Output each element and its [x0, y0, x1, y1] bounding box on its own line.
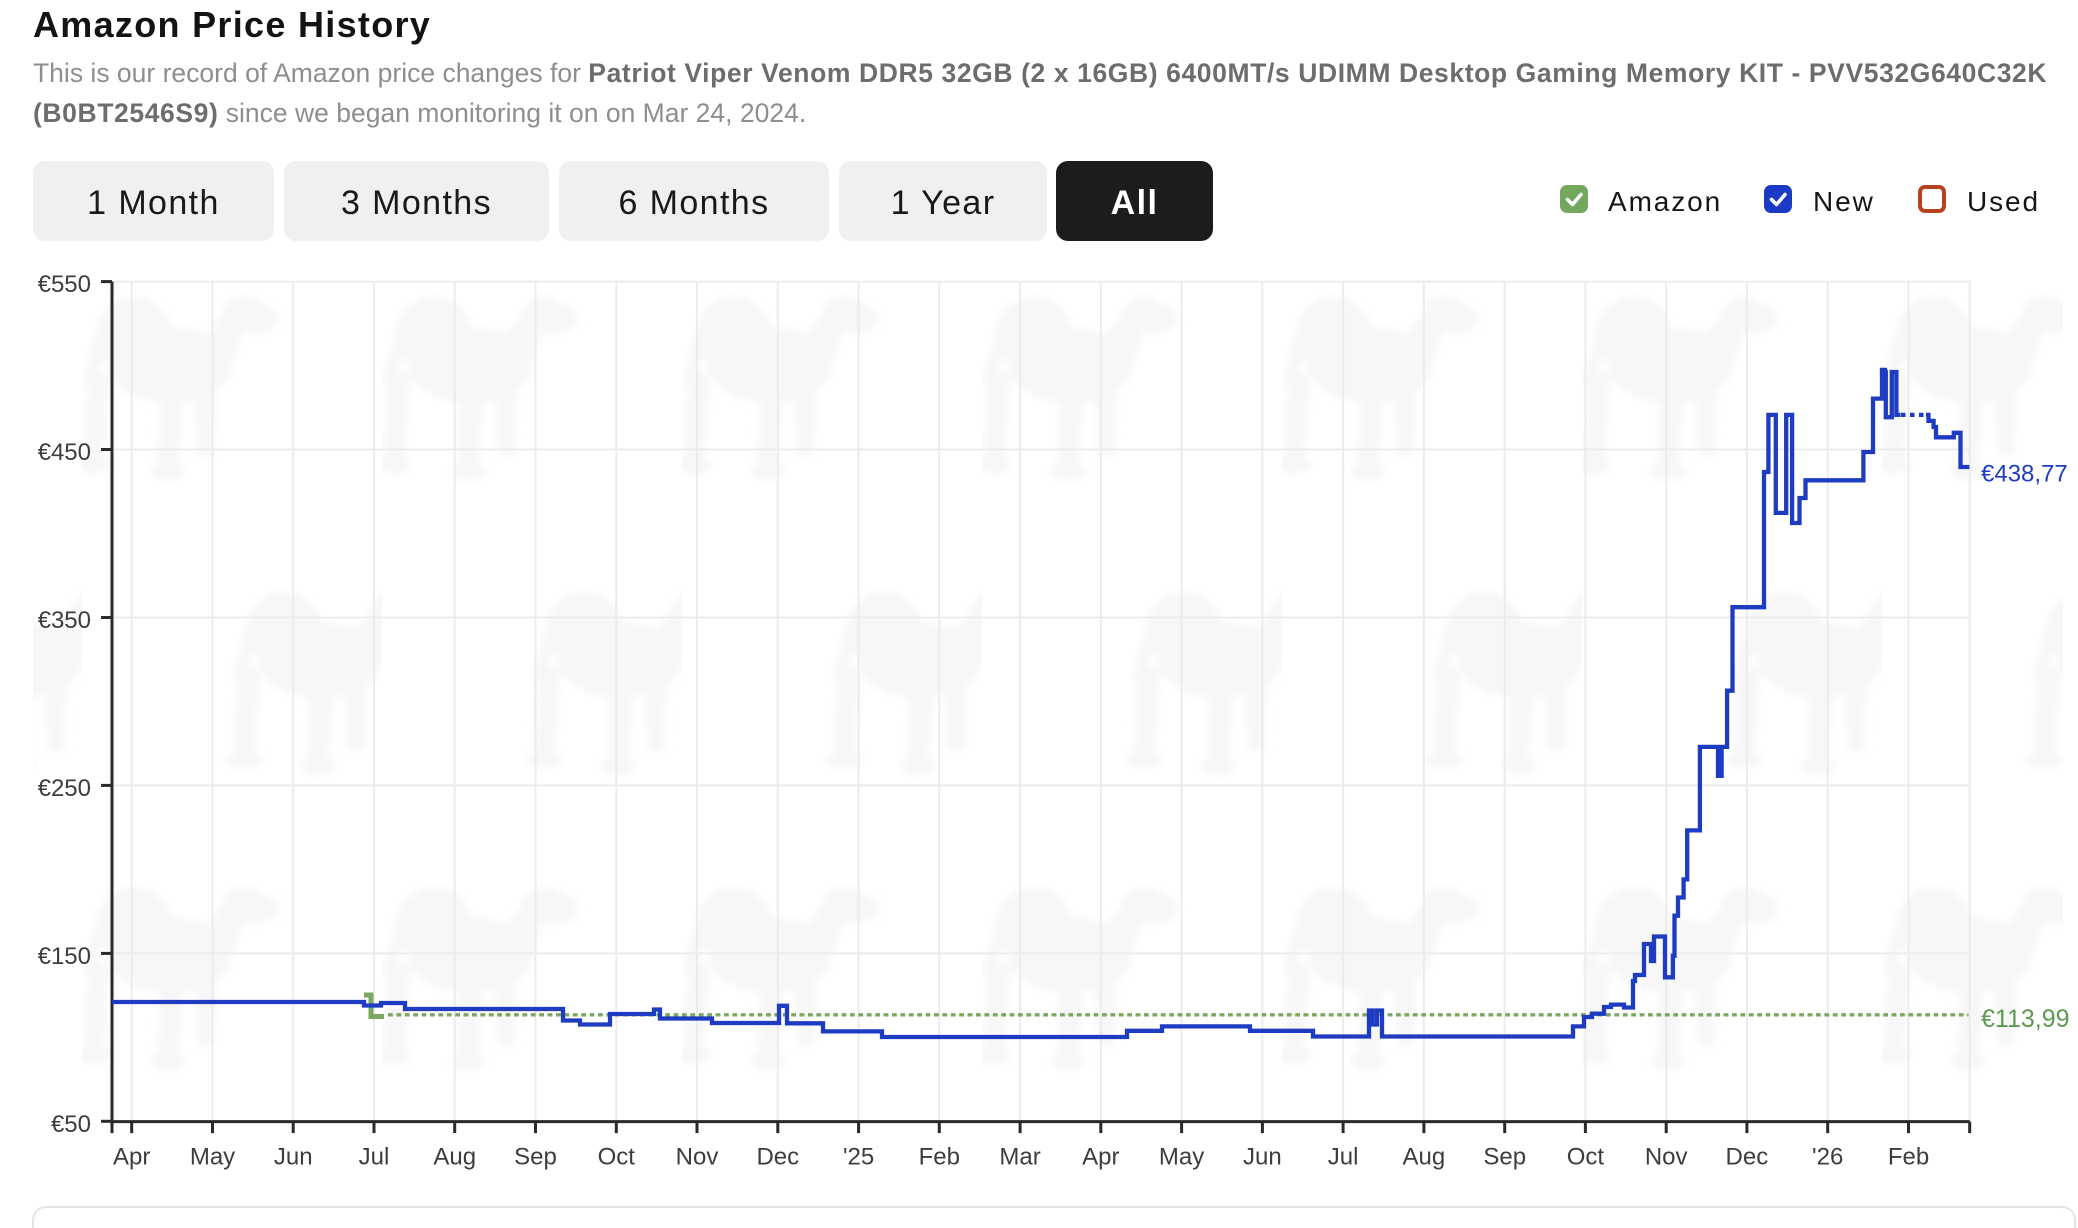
svg-text:Feb: Feb [919, 1144, 960, 1171]
svg-text:€550: €550 [38, 271, 91, 298]
svg-text:Nov: Nov [1645, 1144, 1688, 1171]
svg-text:Sep: Sep [514, 1144, 557, 1171]
svg-text:€50: €50 [51, 1111, 91, 1138]
svg-text:Dec: Dec [756, 1144, 799, 1171]
svg-text:€250: €250 [38, 775, 91, 802]
svg-text:May: May [190, 1144, 235, 1171]
svg-text:Jul: Jul [359, 1144, 390, 1171]
svg-text:Nov: Nov [676, 1144, 719, 1171]
svg-text:Oct: Oct [1567, 1144, 1605, 1171]
svg-text:Sep: Sep [1483, 1144, 1526, 1171]
svg-text:Apr: Apr [113, 1144, 150, 1171]
svg-text:Aug: Aug [1403, 1144, 1446, 1171]
svg-text:Mar: Mar [999, 1144, 1040, 1171]
svg-text:'25: '25 [843, 1144, 874, 1171]
svg-text:Dec: Dec [1726, 1144, 1769, 1171]
svg-text:Apr: Apr [1082, 1144, 1119, 1171]
svg-text:Feb: Feb [1888, 1144, 1929, 1171]
svg-text:Jun: Jun [274, 1144, 313, 1171]
svg-text:€113,99: €113,99 [1981, 1005, 2070, 1033]
svg-text:Jul: Jul [1328, 1144, 1359, 1171]
svg-text:Aug: Aug [433, 1144, 476, 1171]
svg-text:€350: €350 [38, 607, 91, 634]
svg-text:Oct: Oct [598, 1144, 636, 1171]
svg-text:€450: €450 [38, 439, 91, 466]
svg-text:May: May [1159, 1144, 1204, 1171]
svg-text:'26: '26 [1812, 1144, 1843, 1171]
svg-text:€150: €150 [38, 943, 91, 970]
svg-text:€438,77: €438,77 [1981, 461, 2068, 488]
svg-text:Jun: Jun [1243, 1144, 1282, 1171]
